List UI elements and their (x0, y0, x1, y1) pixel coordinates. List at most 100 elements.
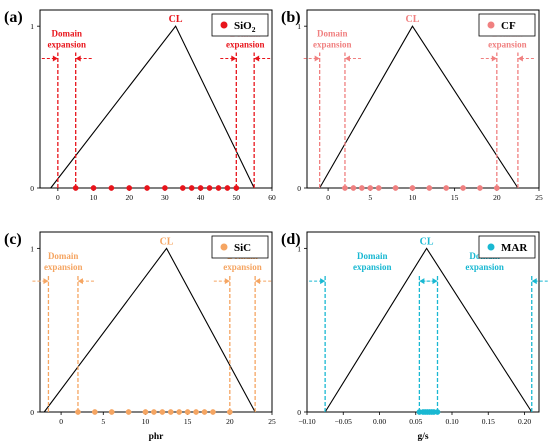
data-point (72, 185, 79, 191)
y-tick-label: 1 (30, 244, 34, 253)
data-point (126, 185, 133, 191)
legend-marker (487, 243, 495, 251)
x-tick-label: −0.10 (298, 417, 316, 426)
data-point (493, 185, 500, 191)
legend-box (478, 13, 536, 37)
x-tick-label: −0.05 (335, 417, 353, 426)
x-axis-title: phr (149, 432, 165, 442)
x-tick-label: 0.00 (373, 417, 386, 426)
data-point (201, 409, 208, 415)
x-tick-label: 25 (535, 193, 543, 202)
data-point (224, 185, 231, 191)
plot-frame (39, 9, 273, 189)
legend-box (211, 13, 269, 37)
domain-expansion-label: expansion (226, 40, 265, 50)
x-tick-label: 20 (493, 193, 501, 202)
domain-expansion-label: expansion (353, 262, 392, 272)
expansion-arrow-head (255, 278, 261, 285)
data-point (367, 185, 374, 191)
data-point (210, 409, 216, 415)
y-tick-label: 0 (30, 184, 34, 193)
panel-label: (b) (281, 9, 301, 26)
x-tick-label: 10 (409, 193, 417, 202)
domain-expansion-label: expansion (465, 262, 504, 272)
x-tick-label: 15 (184, 417, 192, 426)
plot-frame (306, 9, 540, 189)
panel-c: (c)010510152025phrCLDomainexpansionDomai… (4, 231, 276, 442)
legend-marker (220, 243, 228, 251)
expansion-arrow-head (517, 55, 523, 62)
data-point (184, 409, 191, 415)
data-point (90, 185, 97, 191)
domain-expansion-label: expansion (223, 262, 262, 272)
x-tick-label: 0.15 (482, 417, 495, 426)
legend-marker (220, 21, 228, 29)
data-point (358, 185, 365, 191)
y-tick-label: 0 (30, 408, 34, 417)
data-point (477, 185, 483, 191)
domain-expansion-label: Domain (48, 251, 79, 261)
x-tick-label: 20 (226, 417, 234, 426)
panel-a: (a)010102030405060CLDomainexpansionDomai… (4, 9, 276, 202)
domain-expansion-label: Domain (357, 251, 388, 261)
legend-label: SiC (234, 242, 251, 254)
x-tick-label: 20 (125, 193, 133, 202)
data-point (215, 185, 222, 191)
expansion-arrow-head (344, 55, 350, 62)
data-point (151, 409, 157, 415)
data-point (233, 185, 240, 191)
x-tick-label: 40 (197, 193, 205, 202)
data-point (434, 409, 441, 415)
expansion-arrow-head (314, 55, 320, 62)
data-point (162, 185, 168, 191)
expansion-arrow-head (77, 278, 83, 285)
legend-label: SiO2 (234, 20, 256, 34)
x-tick-label: 15 (451, 193, 459, 202)
data-point (125, 409, 132, 415)
data-point (392, 185, 399, 191)
expansion-arrow-head (320, 278, 326, 285)
y-tick-label: 0 (297, 184, 301, 193)
x-tick-label: 60 (268, 193, 276, 202)
cl-label: CL (160, 236, 174, 247)
expansion-arrow-head (224, 278, 230, 285)
x-tick-label: 5 (101, 417, 105, 426)
y-tick-label: 1 (30, 22, 34, 31)
data-point (144, 185, 150, 191)
domain-expansion-label: Domain (317, 29, 348, 39)
x-tick-label: 0 (59, 417, 63, 426)
data-point (375, 185, 382, 191)
legend-label: CF (501, 20, 516, 32)
data-point (460, 185, 466, 191)
legend-subscript: 2 (252, 25, 256, 34)
x-tick-label: 0.05 (409, 417, 422, 426)
x-tick-label: 0.10 (445, 417, 458, 426)
cl-label: CL (420, 236, 434, 247)
data-point (426, 185, 433, 191)
y-tick-label: 0 (297, 408, 301, 417)
panel-d: (d) 0 1 −0.10 −0.05 0.00 0.05 0.10 0.15 0.20 g/s CL… (281, 231, 548, 442)
data-point (226, 409, 233, 415)
x-tick-label: 25 (268, 417, 276, 426)
x-tick-label: 0 (56, 193, 60, 202)
data-point (108, 185, 115, 191)
x-tick-label: 10 (142, 417, 150, 426)
membership-function-line (324, 247, 533, 413)
expansion-arrow-head (491, 55, 497, 62)
data-point (176, 409, 183, 415)
x-tick-label: 30 (161, 193, 169, 202)
domain-expansion-label: expansion (48, 40, 87, 50)
cl-label: CL (406, 14, 420, 25)
x-tick-label: 50 (233, 193, 241, 202)
data-point (409, 185, 416, 191)
domain-expansion-label: expansion (488, 40, 527, 50)
expansion-arrow-head (254, 55, 260, 62)
data-point (342, 185, 348, 191)
y-tick-label: 1 (297, 244, 301, 253)
panel-label: (d) (281, 231, 301, 248)
data-point (350, 185, 357, 191)
legend-label: MAR (501, 242, 528, 254)
expansion-arrow-head (432, 278, 438, 285)
legend-marker (487, 21, 495, 29)
